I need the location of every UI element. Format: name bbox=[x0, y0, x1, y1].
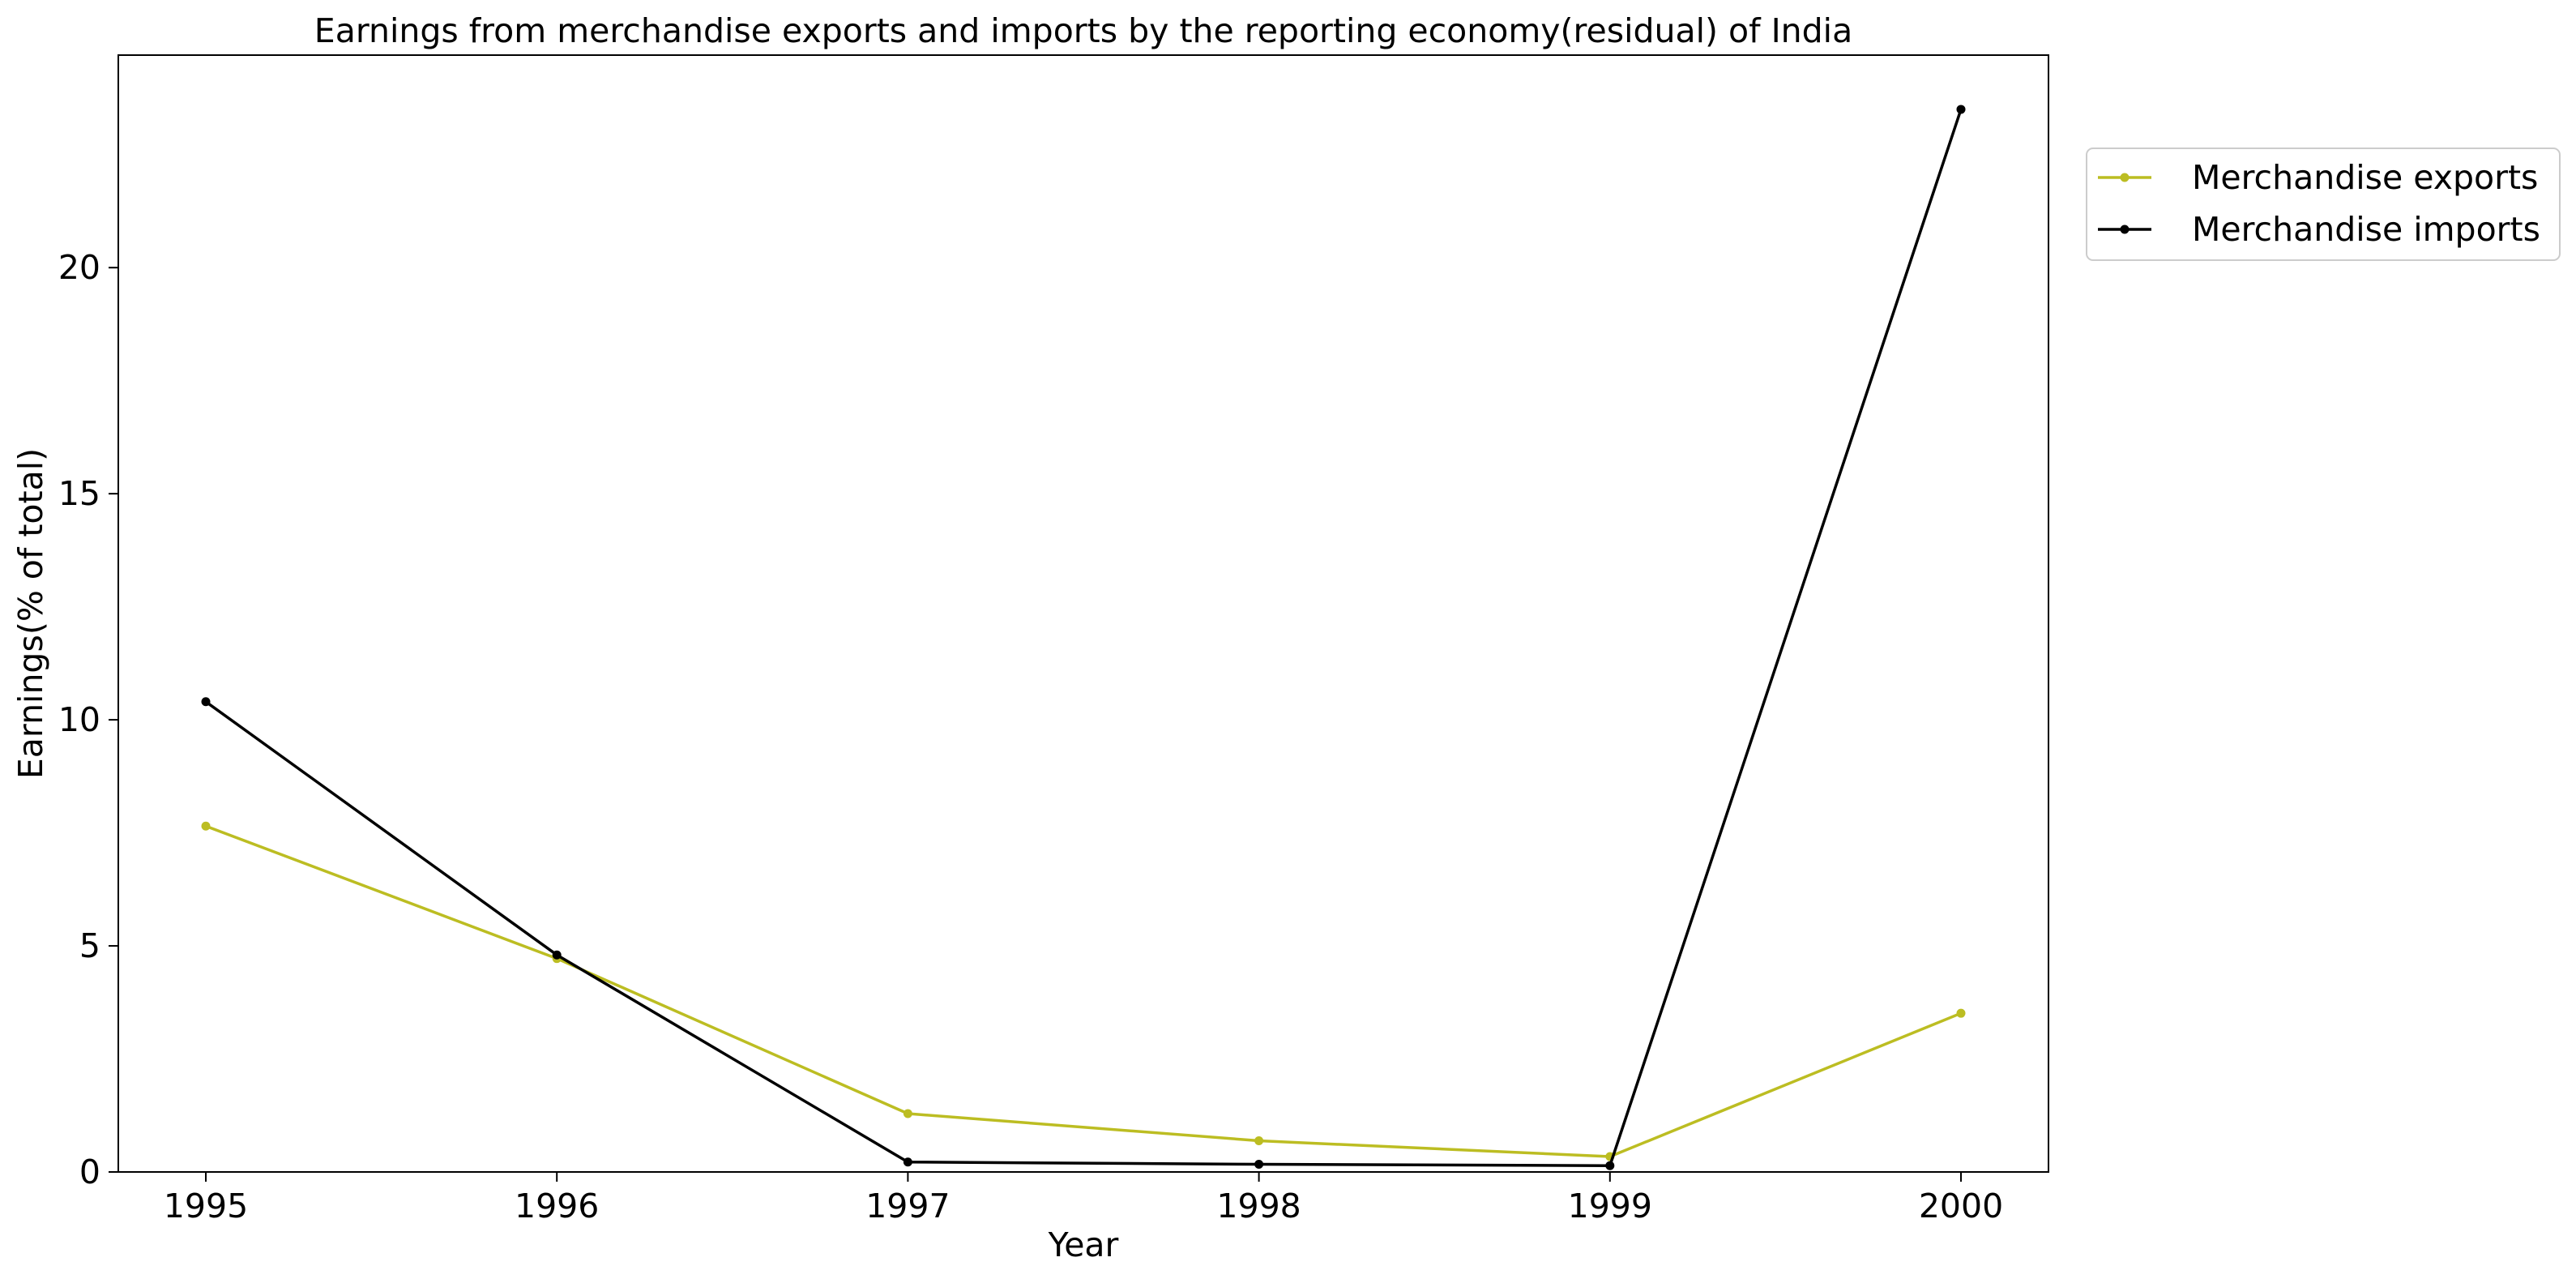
x-tick-label: 1996 bbox=[515, 1187, 599, 1225]
y-axis-label: Earnings(% of total) bbox=[11, 448, 50, 779]
y-tick-label: 5 bbox=[79, 926, 100, 965]
x-axis-label: Year bbox=[1048, 1225, 1119, 1264]
series-merchandise-exports bbox=[201, 821, 1966, 1161]
x-tick-label: 1998 bbox=[1216, 1187, 1301, 1225]
data-point bbox=[201, 821, 211, 831]
legend-item: Merchandise imports bbox=[2098, 210, 2540, 249]
series-line bbox=[204, 109, 1963, 1167]
legend: Merchandise exports Merchandise imports bbox=[2086, 148, 2561, 261]
legend-swatch-marker bbox=[2120, 173, 2130, 182]
data-point bbox=[1956, 105, 1966, 114]
data-point bbox=[1956, 1008, 1966, 1018]
legend-item: Merchandise exports bbox=[2098, 158, 2538, 197]
data-point bbox=[201, 697, 211, 707]
x-tick-label: 2000 bbox=[1919, 1187, 2003, 1225]
data-point bbox=[1254, 1160, 1264, 1170]
x-tick-label: 1995 bbox=[164, 1187, 248, 1225]
x-tick-label: 1997 bbox=[865, 1187, 950, 1225]
x-tick-label: 1999 bbox=[1568, 1187, 1652, 1225]
y-tick-label: 20 bbox=[58, 248, 100, 287]
series-line bbox=[205, 824, 1962, 1158]
x-axis: 1995 1996 1997 1998 1999 2000 bbox=[164, 1172, 2003, 1225]
data-point bbox=[903, 1157, 912, 1167]
y-tick-label: 0 bbox=[79, 1153, 100, 1191]
legend-swatch-marker bbox=[2120, 225, 2130, 234]
y-tick-label: 15 bbox=[58, 474, 100, 513]
plot-area-frame bbox=[117, 54, 2049, 1173]
series-layer bbox=[201, 105, 1966, 1170]
chart-title: Earnings from merchandise exports and im… bbox=[314, 11, 1852, 50]
y-tick-label: 10 bbox=[58, 700, 100, 739]
y-axis: 0 5 10 15 20 bbox=[58, 248, 118, 1191]
data-point bbox=[903, 1109, 912, 1118]
data-point bbox=[1254, 1136, 1264, 1146]
legend-label: Merchandise exports bbox=[2192, 158, 2538, 197]
legend-label: Merchandise imports bbox=[2192, 210, 2540, 249]
data-point bbox=[1605, 1161, 1615, 1170]
data-point bbox=[552, 950, 562, 960]
legend-box bbox=[2086, 148, 2561, 261]
series-merchandise-imports bbox=[201, 105, 1966, 1170]
